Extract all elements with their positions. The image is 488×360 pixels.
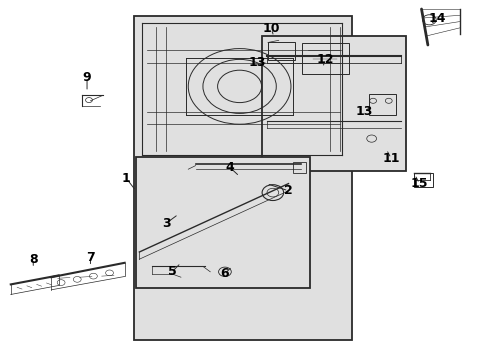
Text: 6: 6 bbox=[220, 267, 229, 280]
Bar bbox=[261, 36, 405, 171]
Text: 11: 11 bbox=[382, 152, 399, 165]
Bar bbox=[134, 16, 351, 340]
Text: 10: 10 bbox=[262, 22, 280, 35]
Text: 13: 13 bbox=[355, 105, 372, 118]
Text: 1: 1 bbox=[122, 172, 130, 185]
Text: 9: 9 bbox=[82, 71, 91, 84]
Text: 5: 5 bbox=[167, 265, 176, 278]
Bar bbox=[368, 94, 395, 115]
Bar bbox=[293, 162, 305, 173]
Text: 8: 8 bbox=[29, 253, 38, 266]
Bar bbox=[136, 157, 309, 288]
Text: 3: 3 bbox=[162, 217, 170, 230]
Bar bbox=[267, 42, 294, 60]
Bar bbox=[302, 43, 348, 74]
Text: 13: 13 bbox=[248, 57, 266, 69]
Text: 2: 2 bbox=[284, 184, 292, 197]
Text: 12: 12 bbox=[316, 53, 333, 66]
Text: 15: 15 bbox=[410, 177, 427, 190]
Text: 14: 14 bbox=[428, 12, 446, 25]
Bar bbox=[413, 173, 432, 187]
Text: 7: 7 bbox=[86, 251, 95, 264]
Text: 4: 4 bbox=[225, 161, 234, 174]
